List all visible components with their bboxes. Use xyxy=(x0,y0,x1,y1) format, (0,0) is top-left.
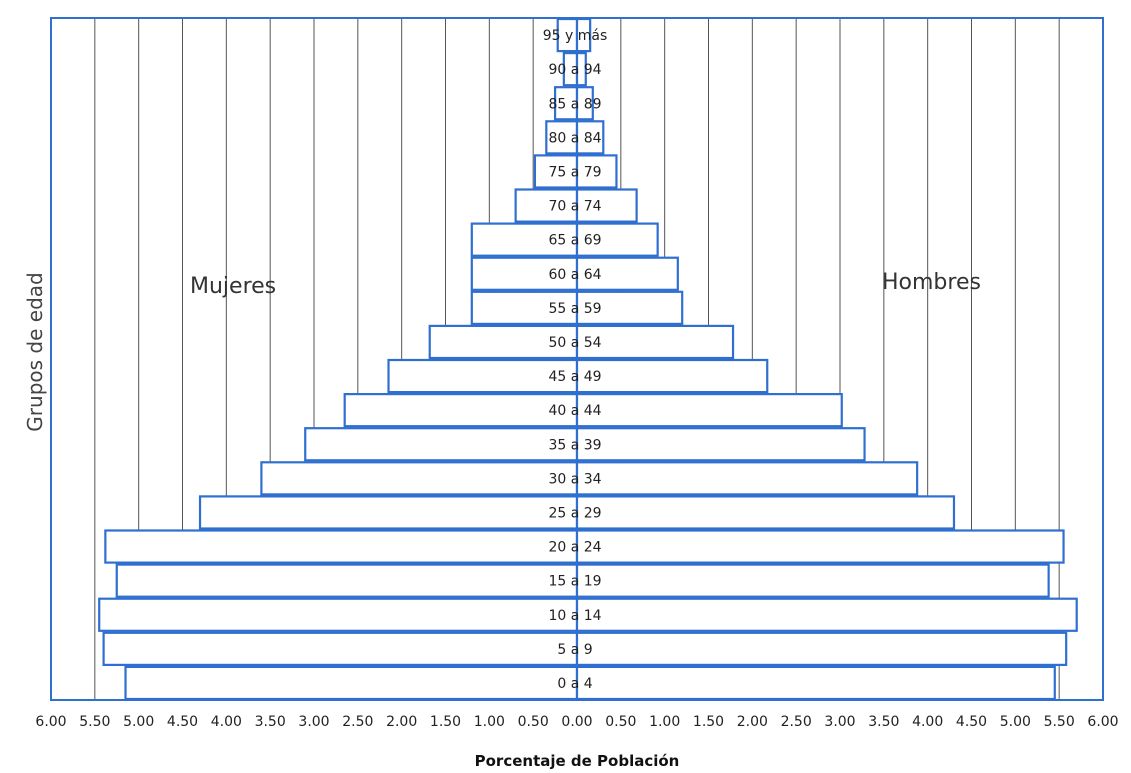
x-tick-labels: 6.00 5.50 5.00 4.50 4.00 3.50 3.00 2.50 2.00 1.50… xyxy=(35,714,1118,730)
hombres-bar-50-a-54 xyxy=(575,324,735,360)
plot-frame xyxy=(50,17,1104,701)
right-side-label: Hombres xyxy=(882,270,981,295)
hombres-bar-60-a-64 xyxy=(575,256,679,291)
age-label: 40 a 44 xyxy=(548,403,601,419)
hombres-bar-45-a-49 xyxy=(575,358,769,394)
x-tick-label: 3.50 xyxy=(255,714,286,730)
age-label: 65 a 69 xyxy=(548,233,601,249)
mujeres-bar-55-a-59 xyxy=(470,290,579,325)
mujeres-bar-70-a-74 xyxy=(514,188,579,223)
x-tick-label: 6.00 xyxy=(1087,714,1118,730)
mujeres-bar-0-a-4 xyxy=(124,665,579,701)
hombres-bar-20-a-24 xyxy=(575,529,1065,564)
x-tick-label: 3.50 xyxy=(868,714,899,730)
x-tick-label: 0.00 xyxy=(561,714,592,730)
x-tick-label: 5.50 xyxy=(79,714,110,730)
age-label: 85 a 89 xyxy=(548,96,601,112)
age-label: 80 a 84 xyxy=(548,130,601,146)
x-tick-label: 6.00 xyxy=(35,714,66,730)
age-label: 10 a 14 xyxy=(548,608,601,624)
x-tick-label: 0.50 xyxy=(605,714,636,730)
hombres-bar-30-a-34 xyxy=(575,461,919,496)
mujeres-bar-10-a-14 xyxy=(98,597,579,632)
age-label: 70 a 74 xyxy=(548,199,601,215)
hombres-bar-15-a-19 xyxy=(575,563,1050,598)
age-label: 95 y más xyxy=(543,28,608,44)
hombres-bar-10-a-14 xyxy=(575,597,1078,632)
mujeres-bar-35-a-39 xyxy=(304,427,579,462)
x-tick-label: 1.50 xyxy=(693,714,724,730)
age-label: 45 a 49 xyxy=(548,369,601,385)
hombres-bar-35-a-39 xyxy=(575,427,866,462)
x-tick-label: 5.00 xyxy=(123,714,154,730)
age-label: 60 a 64 xyxy=(548,267,601,283)
hombres-bar-65-a-69 xyxy=(575,222,659,257)
age-label: 15 a 19 xyxy=(548,574,601,590)
x-tick-label: 5.00 xyxy=(1000,714,1031,730)
x-tick-label: 2.50 xyxy=(342,714,373,730)
x-tick-label: 1.00 xyxy=(474,714,505,730)
mujeres-bar-40-a-44 xyxy=(343,393,579,428)
hombres-bar-40-a-44 xyxy=(575,393,843,428)
mujeres-bar-30-a-34 xyxy=(260,461,579,496)
hombres-bar-25-a-29 xyxy=(575,495,956,530)
mujeres-bar-60-a-64 xyxy=(470,256,579,291)
x-tick-label: 1.50 xyxy=(430,714,461,730)
age-label: 5 a 9 xyxy=(557,642,592,658)
x-tick-label: 4.00 xyxy=(912,714,943,730)
age-label: 35 a 39 xyxy=(548,437,601,453)
age-label: 90 a 94 xyxy=(548,62,601,78)
age-label: 55 a 59 xyxy=(548,301,601,317)
x-tick-label: 4.50 xyxy=(956,714,987,730)
hombres-bar-5-a-9 xyxy=(575,631,1068,666)
x-tick-label: 2.00 xyxy=(737,714,768,730)
age-label: 75 a 79 xyxy=(548,164,601,180)
mujeres-bar-80-a-84 xyxy=(545,120,579,155)
hombres-bar-75-a-79 xyxy=(575,154,618,189)
hombres-bar-80-a-84 xyxy=(575,120,605,155)
bars xyxy=(98,17,1078,701)
age-label: 20 a 24 xyxy=(548,540,601,556)
x-tick-label: 0.50 xyxy=(518,714,549,730)
x-tick-label: 4.50 xyxy=(167,714,198,730)
x-tick-label: 2.00 xyxy=(386,714,417,730)
mujeres-bar-50-a-54 xyxy=(428,324,579,360)
mujeres-bar-25-a-29 xyxy=(198,495,579,530)
x-tick-label: 1.00 xyxy=(649,714,680,730)
age-label: 25 a 29 xyxy=(548,505,601,521)
hombres-bar-55-a-59 xyxy=(575,290,684,325)
mujeres-bar-20-a-24 xyxy=(104,529,579,564)
mujeres-bar-15-a-19 xyxy=(115,563,579,598)
hombres-bar-0-a-4 xyxy=(575,665,1056,701)
mujeres-bar-5-a-9 xyxy=(102,631,579,666)
age-label: 50 a 54 xyxy=(548,335,601,351)
age-label: 30 a 34 xyxy=(548,471,601,487)
y-axis-label: Grupos de edad xyxy=(23,272,47,431)
x-tick-label: 3.00 xyxy=(824,714,855,730)
age-label: 0 a 4 xyxy=(557,676,592,692)
x-axis-label: Porcentaje de Población xyxy=(475,752,680,770)
x-tick-label: 5.50 xyxy=(1044,714,1075,730)
mujeres-bar-45-a-49 xyxy=(387,358,579,394)
left-side-label: Mujeres xyxy=(190,274,276,299)
x-tick-label: 3.00 xyxy=(298,714,329,730)
x-tick-label: 2.50 xyxy=(781,714,812,730)
age-labels: 0 a 4 5 a 9 10 a 14 15 a 19 20 a 24 25 a 29 30… xyxy=(543,28,608,692)
x-tick-label: 4.00 xyxy=(211,714,242,730)
